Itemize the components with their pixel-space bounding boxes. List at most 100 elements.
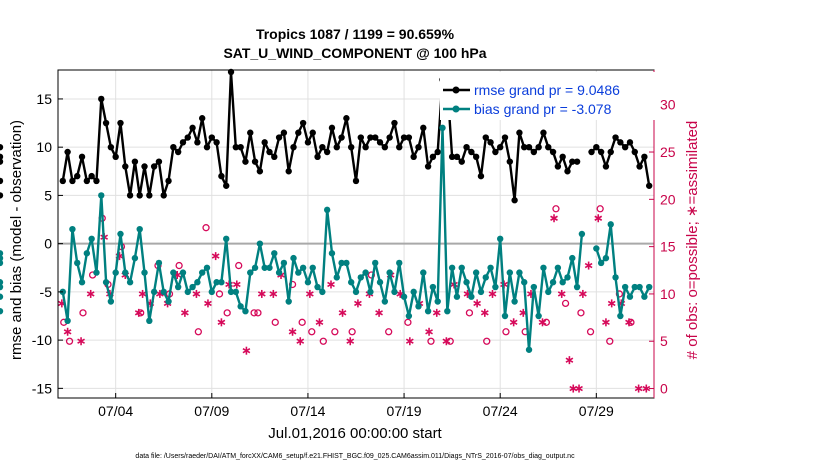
assimilated-obs-marker <box>625 318 633 327</box>
bias-point <box>98 192 105 199</box>
assimilated-obs-marker <box>305 289 314 298</box>
asterisk-stroke <box>432 310 441 316</box>
asterisk-stroke <box>63 329 72 335</box>
bias-point <box>117 230 124 238</box>
rmse-point <box>275 134 283 141</box>
possible-obs-marker <box>502 328 510 336</box>
bias-point <box>174 283 182 291</box>
rmse-point <box>165 177 172 185</box>
bias-point <box>189 283 196 291</box>
asterisk-stroke <box>288 329 297 335</box>
possible-obs-marker <box>596 205 604 213</box>
bias-point <box>429 283 437 291</box>
bias-point <box>179 269 187 276</box>
rmse-point <box>506 158 514 165</box>
asterisk-stroke <box>488 291 497 297</box>
y-axis-label-left: rmse and bias (model - observation) <box>8 120 25 360</box>
asterisk-stroke <box>338 310 347 316</box>
left-tick-label: -15 <box>32 380 52 396</box>
asterisk-stroke <box>642 385 651 392</box>
rmse-point <box>107 143 115 151</box>
bias-point <box>641 293 648 300</box>
rmse-point <box>424 163 432 170</box>
rmse-point <box>535 143 542 151</box>
assimilated-obs-marker <box>232 280 241 289</box>
bias-point <box>612 274 619 281</box>
bias-point <box>256 240 264 247</box>
rmse-point <box>434 148 441 156</box>
possible-obs-marker <box>483 337 491 345</box>
bias-point <box>463 279 470 286</box>
bias-point <box>275 269 283 276</box>
rmse-point <box>645 182 653 189</box>
left-tick-label: 15 <box>36 91 52 107</box>
bias-point <box>540 264 547 271</box>
rmse-point <box>155 158 163 165</box>
rmse-point <box>170 143 177 151</box>
rmse-point <box>150 163 158 170</box>
bias-point <box>645 283 653 291</box>
right-tick-label: 25 <box>660 144 676 160</box>
bias-point <box>328 250 336 257</box>
bias-point <box>343 259 350 267</box>
bias-point <box>372 259 379 267</box>
right-axis: 0 5 10 15 20 25 30 <box>649 70 676 398</box>
asterisk-stroke <box>296 338 305 344</box>
possible-obs-marker <box>194 328 202 336</box>
possible-obs-marker <box>577 309 585 317</box>
bias-point <box>564 274 571 281</box>
bias-point <box>492 283 499 291</box>
assimilated-obs-marker <box>242 346 251 355</box>
rmse-point <box>146 192 153 199</box>
bias-point <box>501 312 509 320</box>
bias-point <box>602 254 610 262</box>
rmse-point <box>295 129 302 136</box>
bias-point <box>468 293 475 300</box>
rmse-point <box>453 153 461 161</box>
assimilated-obs-marker <box>488 289 497 298</box>
bias-point <box>290 254 297 262</box>
rmse-point <box>525 143 533 151</box>
bias-point <box>0 279 4 286</box>
rmse-point <box>602 163 610 170</box>
rmse-point <box>237 143 244 151</box>
rmse-point <box>372 134 379 141</box>
rmse-point <box>573 158 581 165</box>
assimilated-obs-marker <box>642 384 651 393</box>
possible-obs-marker <box>202 224 210 232</box>
bias-point <box>535 312 542 320</box>
bias-point <box>304 279 312 286</box>
bias-point <box>400 293 408 300</box>
bias-point <box>0 259 4 267</box>
bias-point <box>376 279 384 286</box>
bias-point <box>617 312 624 320</box>
possible-obs-marker <box>606 337 614 345</box>
rmse-point <box>352 177 360 185</box>
bias-point <box>146 317 153 325</box>
rmse-point <box>554 163 562 170</box>
asterisk-stroke <box>550 215 558 221</box>
asterisk-stroke <box>575 385 583 392</box>
rmse-point <box>559 153 566 161</box>
bias-point <box>237 303 244 310</box>
x-axis-label: Jul.01,2016 00:00:00 start <box>268 425 442 442</box>
assimilated-obs-marker <box>550 214 558 223</box>
asterisk-stroke <box>473 300 482 307</box>
rmse-point <box>381 143 389 151</box>
asterisk-stroke <box>602 319 610 326</box>
rmse-point <box>247 129 254 136</box>
bias-point <box>314 283 321 291</box>
bias-point <box>506 269 514 276</box>
rmse-point <box>0 192 4 199</box>
assimilated-obs-marker <box>602 318 610 327</box>
rmse-point <box>198 115 206 122</box>
bias-point <box>352 288 360 296</box>
right-tick-label: 20 <box>660 191 676 207</box>
asterisk-stroke <box>204 300 212 307</box>
assimilated-obs-marker <box>509 318 518 327</box>
bias-point <box>458 264 465 271</box>
bias-point <box>525 346 533 353</box>
rmse-point <box>256 168 264 175</box>
legend: rmse grand pr = 9.0486 bias grand pr = -… <box>440 72 655 120</box>
asterisk-stroke <box>584 262 593 269</box>
